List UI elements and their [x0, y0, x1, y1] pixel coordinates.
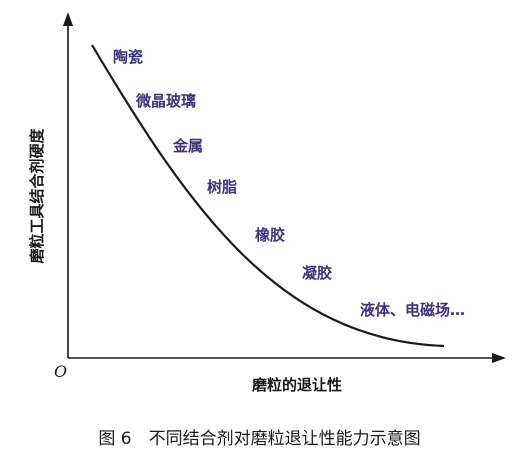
y-axis-arrow-icon: [63, 12, 73, 26]
y-axis-title: 磨粒工具结合剂硬度: [28, 128, 46, 265]
label-glass-ceramic: 微晶玻璃: [135, 92, 196, 110]
label-liquid-em-field: 液体、电磁场…: [360, 301, 465, 319]
figure-caption: 图 6 不同结合剂对磨粒退让性能力示意图: [98, 429, 421, 449]
origin-label: O: [54, 362, 67, 381]
label-gel: 凝胶: [302, 264, 332, 282]
label-metal: 金属: [172, 137, 203, 155]
label-ceramic: 陶瓷: [113, 48, 143, 66]
label-rubber: 橡胶: [255, 226, 285, 244]
x-axis-arrow-icon: [492, 353, 506, 363]
x-axis-title: 磨粒的退让性: [251, 376, 342, 394]
hardness-curve: [91, 44, 445, 348]
label-resin: 树脂: [207, 178, 237, 196]
